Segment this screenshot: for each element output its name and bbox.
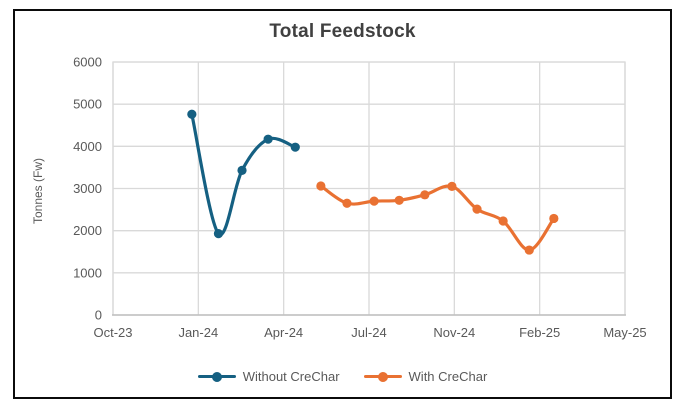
x-tick-label: Jan-24 bbox=[178, 325, 218, 340]
legend-label: With CreChar bbox=[408, 369, 488, 384]
y-tick-label: 0 bbox=[95, 308, 102, 323]
data-point-marker bbox=[447, 181, 457, 191]
chart-title: Total Feedstock bbox=[269, 21, 416, 42]
data-point-marker bbox=[498, 216, 508, 226]
data-point-marker bbox=[394, 195, 404, 205]
y-tick-label: 4000 bbox=[73, 139, 102, 154]
data-point-marker bbox=[237, 165, 247, 175]
x-tick-label: Feb-25 bbox=[519, 325, 560, 340]
legend-item-without-crechar[interactable]: Without CreChar bbox=[197, 369, 340, 384]
legend-item-with-crechar[interactable]: With CreChar bbox=[363, 369, 488, 384]
x-tick-label: Apr-24 bbox=[264, 325, 303, 340]
x-tick-label: May-25 bbox=[603, 325, 646, 340]
data-point-marker bbox=[263, 134, 273, 144]
data-point-marker bbox=[472, 204, 482, 214]
line-marker-icon bbox=[197, 371, 236, 382]
x-tick-labels: Oct-23 Jan-24 Apr-24 Jul-24 Nov-24 Feb-25 May-… bbox=[93, 325, 646, 340]
chart-area[interactable]: Total Feedstock Tonnes (Fw) 0 1000 2000 300… bbox=[13, 9, 672, 399]
y-tick-label: 3000 bbox=[73, 181, 102, 196]
data-point-marker bbox=[316, 181, 326, 191]
data-point-marker bbox=[524, 245, 534, 255]
plot-canvas: 0 1000 2000 3000 4000 5000 6000 Oct-23 Jan-24 Apr… bbox=[73, 55, 647, 341]
series-line bbox=[190, 112, 297, 237]
y-tick-label: 6000 bbox=[73, 55, 102, 70]
legend: Without CreChar With CreChar bbox=[15, 369, 670, 384]
data-point-marker bbox=[187, 109, 197, 119]
data-point-marker bbox=[420, 190, 430, 200]
data-point-marker bbox=[342, 198, 352, 208]
x-tick-label: Oct-23 bbox=[93, 325, 132, 340]
series-line bbox=[319, 184, 556, 252]
gridlines bbox=[112, 61, 626, 315]
y-tick-label: 5000 bbox=[73, 97, 102, 112]
series-with-crechar bbox=[316, 181, 559, 255]
y-tick-label: 2000 bbox=[73, 223, 102, 238]
line-marker-icon bbox=[363, 371, 402, 382]
data-point-marker bbox=[549, 213, 559, 224]
x-tick-label: Jul-24 bbox=[351, 325, 386, 340]
y-tick-label: 1000 bbox=[73, 265, 102, 280]
data-point-marker bbox=[213, 229, 224, 239]
y-tick-labels: 0 1000 2000 3000 4000 5000 6000 bbox=[73, 55, 102, 323]
data-point-marker bbox=[290, 142, 300, 152]
legend-label: Without CreChar bbox=[242, 369, 340, 384]
data-point-marker bbox=[369, 196, 379, 206]
x-tick-label: Nov-24 bbox=[433, 325, 475, 340]
series-without-crechar bbox=[187, 109, 300, 239]
